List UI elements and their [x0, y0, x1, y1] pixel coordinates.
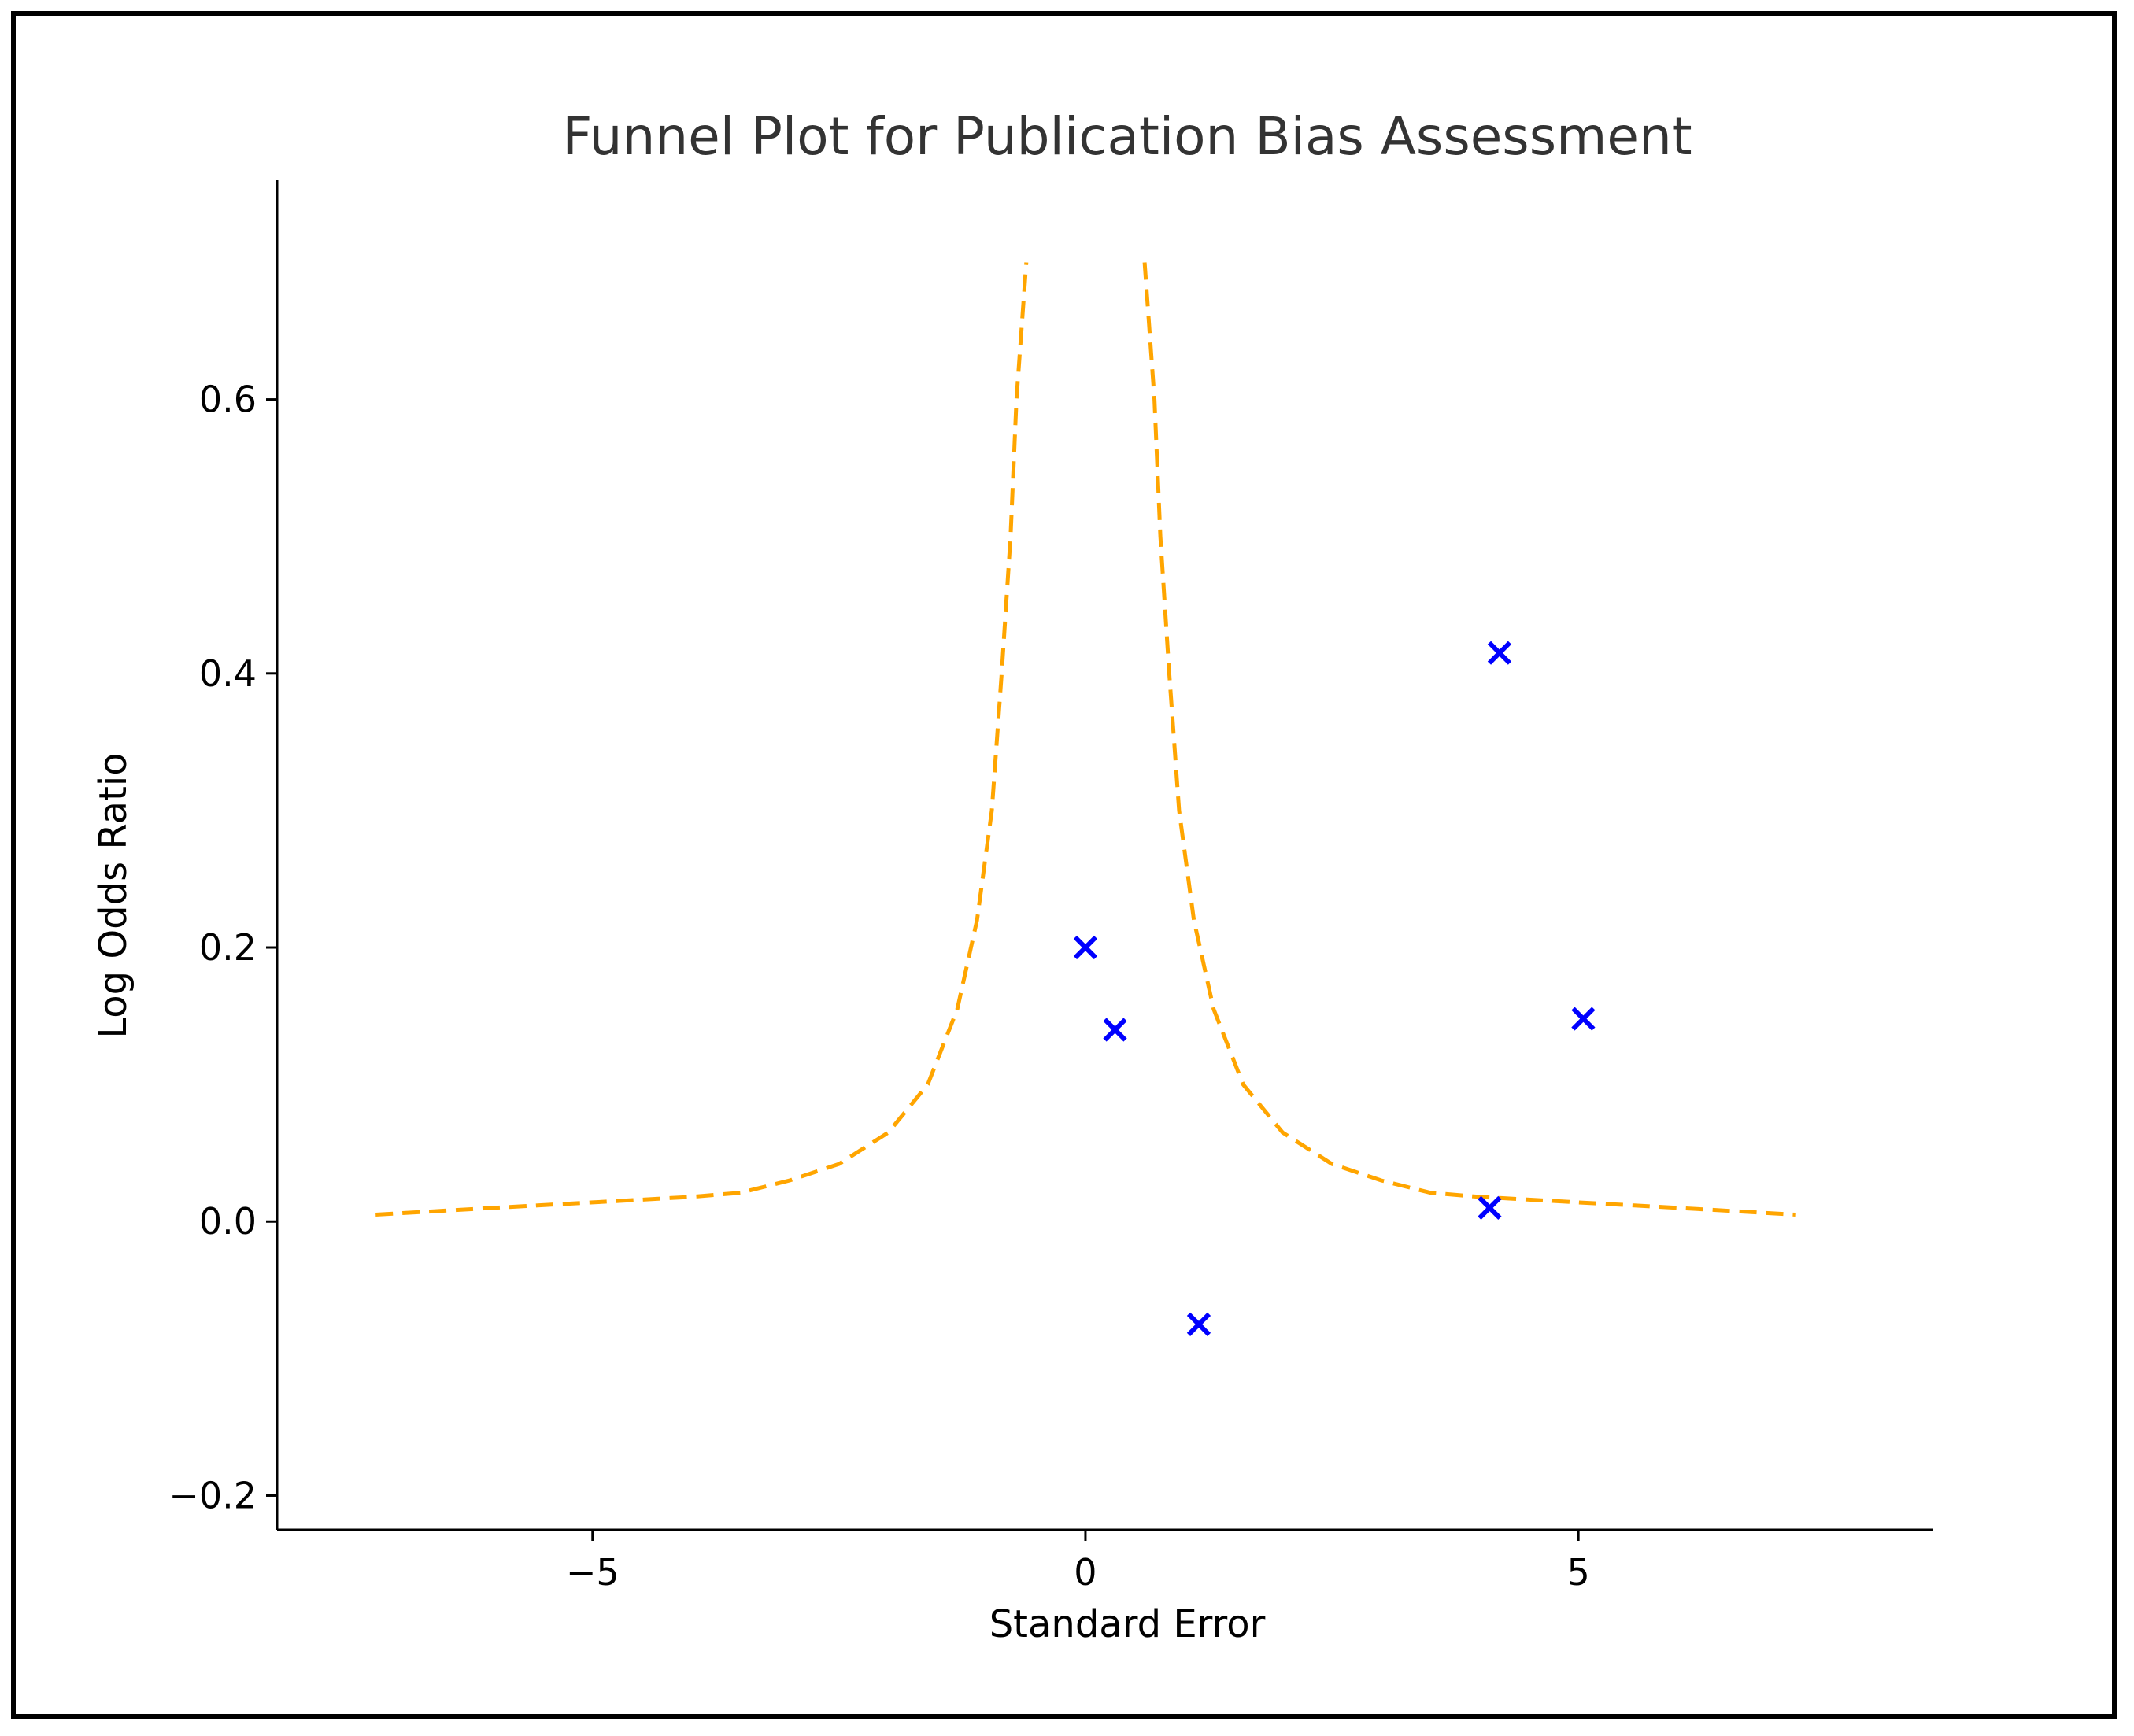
data-point-marker — [1487, 641, 1512, 665]
x-tick-label: 0 — [1074, 1551, 1097, 1594]
y-tick-label: −0.2 — [168, 1474, 257, 1516]
data-point-marker — [1103, 1018, 1127, 1042]
funnel-left-boundary — [375, 262, 1029, 1217]
y-tick-label: 0.2 — [199, 926, 257, 969]
chart-frame: Funnel Plot for Publication Bias Assessm… — [11, 11, 2117, 1719]
x-tick-label: 5 — [1567, 1551, 1590, 1594]
data-point-marker — [1571, 1007, 1596, 1031]
data-points — [1073, 641, 1596, 1336]
funnel-right-boundary — [1142, 262, 1796, 1217]
chart-title: Funnel Plot for Publication Bias Assessm… — [562, 106, 1692, 167]
y-tick-label: 0.4 — [199, 652, 257, 695]
x-axis-label: Standard Error — [989, 1602, 1266, 1646]
funnel-plot-chart: Funnel Plot for Publication Bias Assessm… — [91, 106, 1933, 1646]
y-tick-label: 0.0 — [199, 1200, 257, 1243]
x-tick-label: −5 — [566, 1551, 619, 1594]
y-tick-label: 0.6 — [199, 379, 257, 421]
x-ticks: −5 0 5 — [566, 1530, 1590, 1594]
data-point-marker — [1186, 1312, 1211, 1336]
data-point-marker — [1478, 1195, 1502, 1220]
data-point-marker — [1073, 935, 1098, 960]
y-ticks: −0.2 0.0 0.2 0.4 0.6 — [168, 379, 277, 1516]
y-axis-label: Log Odds Ratio — [91, 752, 135, 1038]
